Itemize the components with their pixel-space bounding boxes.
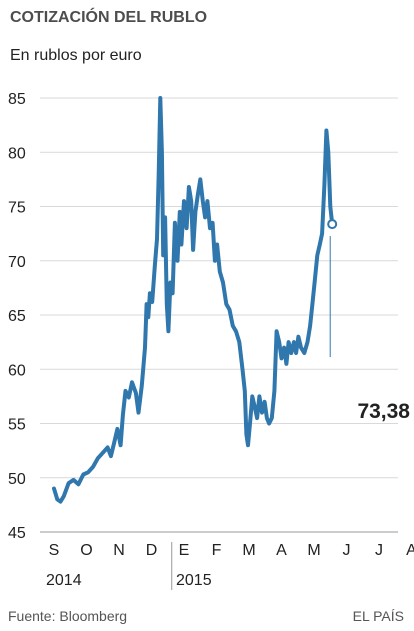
y-tick-label: 65 [8, 308, 26, 325]
annotation-layer: 73,38 [327, 219, 410, 423]
x-tick-label: F [212, 542, 222, 559]
chart-subtitle: En rublos por euro [10, 47, 142, 64]
y-tick-label: 60 [8, 362, 26, 379]
x-tick-label: S [49, 542, 60, 559]
x-tick-label: J [343, 542, 351, 559]
x-tick-label: A [406, 542, 414, 559]
x-tick-label: O [80, 542, 92, 559]
x-tick-label: E [179, 542, 190, 559]
x-tick-label: M [307, 542, 320, 559]
y-axis: 45 50 55 60 65 70 75 80 85 [8, 91, 26, 542]
x-tick-label: D [146, 542, 158, 559]
x-tick-label: M [242, 542, 255, 559]
y-tick-label: 85 [8, 91, 26, 108]
chart-title: COTIZACIÓN DEL RUBLO [10, 7, 207, 26]
y-tick-label: 70 [8, 254, 26, 271]
source-note: Fuente: Bloomberg [8, 608, 127, 624]
y-tick-label: 50 [8, 471, 26, 488]
x-axis: S O N D E F M A M J J A 2014 2015 [46, 542, 414, 590]
year-label: 2015 [176, 572, 212, 589]
series-line [52, 96, 335, 504]
year-label: 2014 [46, 572, 82, 589]
y-tick-label: 45 [8, 525, 26, 542]
y-tick-label: 75 [8, 200, 26, 217]
publisher-credit: EL PAÍS [353, 608, 404, 624]
x-tick-label: N [113, 542, 125, 559]
x-tick-label: J [375, 542, 383, 559]
last-value-label: 73,38 [357, 400, 410, 423]
series-layer [52, 96, 335, 504]
y-tick-label: 55 [8, 417, 26, 434]
y-tick-label: 80 [8, 145, 26, 162]
last-value-marker [327, 219, 338, 230]
x-tick-label: A [276, 542, 287, 559]
